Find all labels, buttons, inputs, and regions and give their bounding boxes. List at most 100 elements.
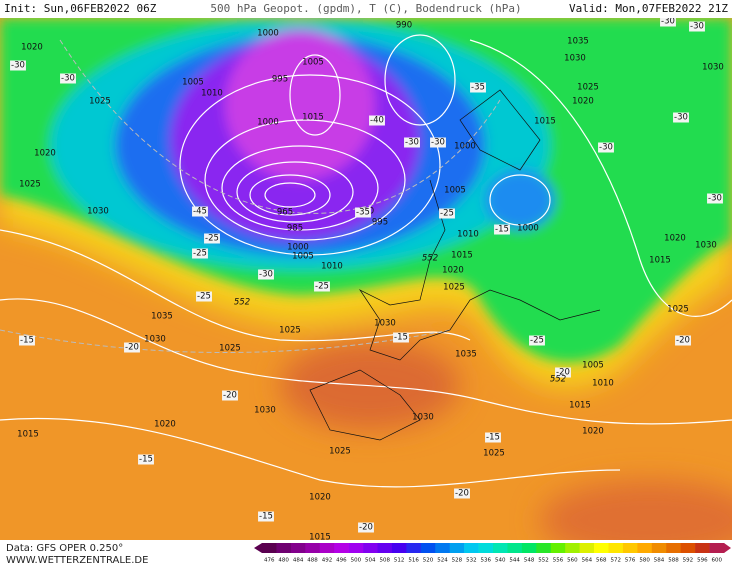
isobar-label: 1015 bbox=[17, 430, 39, 440]
colorbar-swatch bbox=[435, 543, 450, 553]
temperature-label-box bbox=[369, 115, 385, 126]
temperature-label-box bbox=[258, 269, 274, 280]
colorbar-swatch bbox=[348, 543, 364, 553]
temperature-label-box bbox=[454, 488, 470, 499]
isobars bbox=[0, 34, 732, 488]
isobar-label: 1025 bbox=[443, 283, 465, 293]
colorbar-label: 596 bbox=[697, 558, 708, 564]
isobar-label: 1015 bbox=[534, 117, 556, 127]
isobar-label: 1030 bbox=[87, 207, 109, 217]
temperature-label: -30 bbox=[405, 138, 419, 148]
temperature-label-box bbox=[192, 206, 208, 217]
temperature-label-box bbox=[494, 224, 510, 235]
isobar-label: 1015 bbox=[569, 401, 591, 411]
isobar-label: 1005 bbox=[182, 78, 204, 88]
temperature-label-box bbox=[660, 18, 676, 27]
height-label: 552 bbox=[422, 254, 438, 264]
colorbar-swatch bbox=[565, 543, 580, 553]
isobar-label: 1000 bbox=[287, 243, 309, 253]
isobar-label: 1015 bbox=[309, 533, 331, 543]
temperature-label-box bbox=[192, 248, 208, 259]
temperature-label-box bbox=[404, 137, 420, 148]
temperature-label-group: -25 bbox=[196, 291, 212, 302]
temperature-label-group: -45 bbox=[192, 206, 208, 217]
temperature-label: -25 bbox=[530, 336, 544, 346]
colorbar-label: 552 bbox=[538, 558, 549, 564]
temperature-label: -15 bbox=[394, 333, 408, 343]
isobar-label: 1025 bbox=[329, 447, 351, 457]
temperature-label-box bbox=[439, 208, 455, 219]
colorbar-swatch bbox=[550, 543, 566, 553]
isobar-label: 1020 bbox=[664, 234, 686, 244]
isobar-label: 1005 bbox=[582, 361, 604, 371]
temperature-label-group: -30 bbox=[707, 193, 723, 204]
temperature-label: -35 bbox=[471, 83, 485, 93]
isotherms bbox=[0, 39, 501, 353]
colorbar-swatch bbox=[406, 543, 422, 553]
temperature-label-group: -25 bbox=[314, 281, 330, 292]
temperature-label-box bbox=[673, 112, 689, 123]
temperature-label-group: -30 bbox=[404, 137, 420, 148]
temperature-label-box bbox=[60, 73, 76, 84]
isobar-label: 1030 bbox=[254, 406, 276, 416]
temperature-label-group: -25 bbox=[192, 248, 208, 259]
map-area: 1020 1025 1020 1025 1030 1035 1030 1025 1025 1030… bbox=[0, 18, 732, 543]
temperature-label: -30 bbox=[259, 270, 273, 280]
temperature-label: -15 bbox=[20, 336, 34, 346]
temperature-label-group: -15 bbox=[258, 511, 274, 522]
colorbar-swatch bbox=[305, 543, 321, 553]
isobar-label: 1000 bbox=[517, 224, 539, 234]
isobar-label: 1025 bbox=[89, 97, 111, 107]
temperature-label: -25 bbox=[193, 249, 207, 259]
isobar-label: 1015 bbox=[302, 113, 324, 123]
colorbar-label: 532 bbox=[466, 558, 477, 564]
colorbar-swatch bbox=[449, 543, 465, 553]
isobar-label: 965 bbox=[277, 208, 293, 218]
colorbar-swatch bbox=[290, 543, 306, 553]
coastlines bbox=[309, 89, 601, 441]
colorbar-label: 524 bbox=[437, 558, 448, 564]
colorbar-swatch bbox=[507, 543, 523, 553]
colorbar-swatch bbox=[521, 543, 537, 553]
colorbar-label: 512 bbox=[394, 558, 405, 564]
temperature-label-group: -20 bbox=[222, 390, 238, 401]
temperature-label: -15 bbox=[259, 512, 273, 522]
colorbar-swatch bbox=[276, 543, 292, 553]
isobar-label: 1025 bbox=[577, 83, 599, 93]
colorbar-swatch bbox=[637, 543, 653, 553]
temperature-label-box bbox=[485, 432, 501, 443]
isobar-label: 1035 bbox=[567, 37, 589, 47]
temperature-label-group: -25 bbox=[529, 335, 545, 346]
temperature-label: -30 bbox=[674, 113, 688, 123]
temperature-label-box bbox=[470, 82, 486, 93]
colorbar-label: 528 bbox=[452, 558, 463, 564]
colorbar-label: 516 bbox=[408, 558, 419, 564]
init-time: Init: Sun,06FEB2022 06Z bbox=[4, 2, 157, 15]
colorbar-swatch bbox=[536, 543, 552, 553]
colorbar-swatch bbox=[594, 543, 609, 553]
isobar-label: 1030 bbox=[144, 335, 166, 345]
isobar-label: 1020 bbox=[21, 43, 43, 53]
temperature-label-group: -30 bbox=[10, 60, 26, 71]
temperature-label: -20 bbox=[455, 489, 469, 499]
colorbar-label: 584 bbox=[654, 558, 665, 564]
isobar-label: 1035 bbox=[151, 312, 173, 322]
colorbar-swatch bbox=[377, 543, 393, 553]
isobar-label: 1000 bbox=[257, 29, 279, 39]
temperature-label-group: -15 bbox=[494, 224, 510, 235]
isobar-label: 1000 bbox=[257, 118, 279, 128]
isobar-label: 1010 bbox=[321, 262, 343, 272]
colorbar-swatch bbox=[334, 543, 349, 553]
temperature-label-box bbox=[222, 390, 238, 401]
temperature-label-box bbox=[675, 335, 691, 346]
temperature-label-group: -15 bbox=[19, 335, 35, 346]
temperature-label: -20 bbox=[359, 523, 373, 533]
isobar-label: 1020 bbox=[309, 493, 331, 503]
colorbar-swatch bbox=[493, 543, 508, 553]
temperature-label-group: -20 bbox=[675, 335, 691, 346]
colorbar-label: 548 bbox=[524, 558, 535, 564]
temperature-label-group: -20 bbox=[124, 342, 140, 353]
website: WWW.WETTERZENTRALE.DE bbox=[6, 555, 148, 565]
temperature-label: -20 bbox=[676, 336, 690, 346]
temperature-label: -30 bbox=[708, 194, 722, 204]
